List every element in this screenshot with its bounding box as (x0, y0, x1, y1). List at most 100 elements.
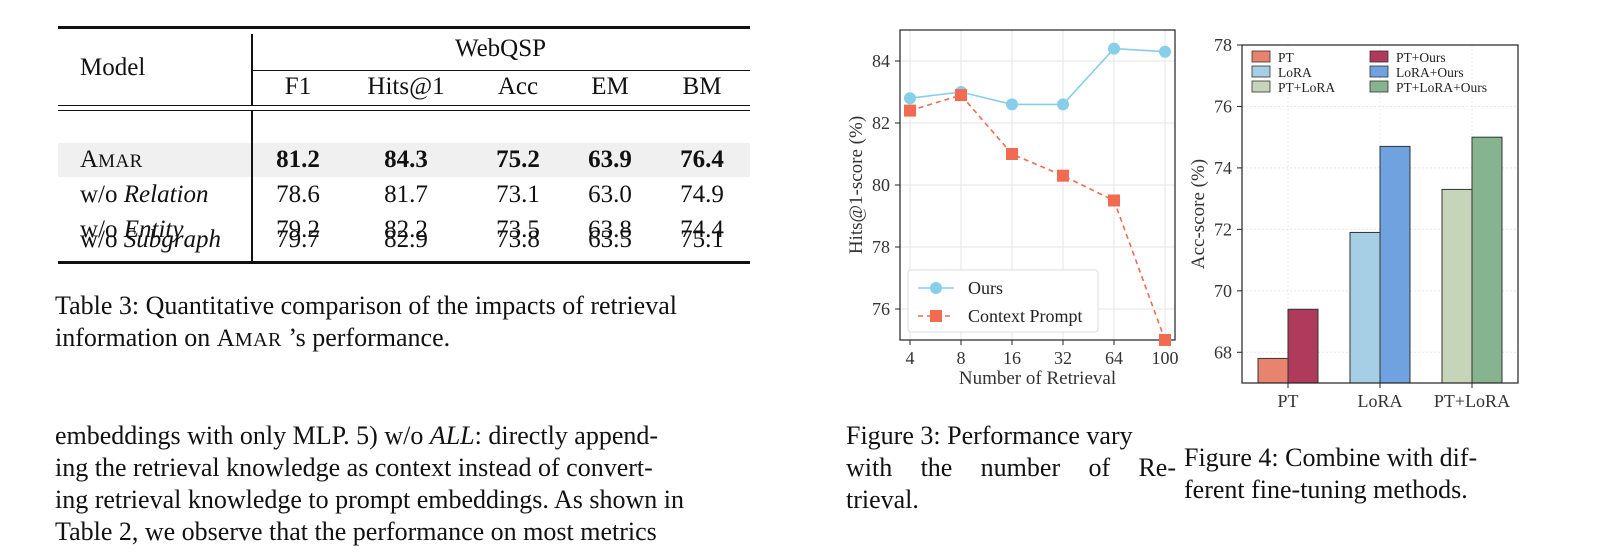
table-group-rule (251, 70, 750, 72)
column-header: Acc (497, 73, 539, 100)
y-tick-label: 80 (872, 175, 890, 195)
table-cell: 76.4 (680, 146, 724, 173)
legend-swatch (1369, 80, 1389, 93)
x-tick-label: 100 (1152, 348, 1179, 368)
table-cell: 75.2 (496, 146, 540, 173)
body-line: ing the retrieval knowledge as context i… (55, 453, 653, 482)
body-line: Table 2, we observe that the performance… (55, 517, 657, 546)
table-header-rule-1 (58, 105, 750, 107)
data-point-square (1006, 148, 1018, 160)
figure4-caption-line: ferent fine-tuning methods. (1184, 475, 1468, 504)
table-cell: 63.9 (588, 146, 632, 173)
column-header: EM (591, 73, 629, 100)
table-cell: 74.9 (680, 181, 724, 208)
table-cell: 82.9 (384, 226, 428, 253)
model-name-plain: w/o (80, 216, 124, 243)
y-tick-label: 78 (872, 237, 890, 257)
data-point-square (955, 89, 967, 102)
data-point-circle (904, 92, 916, 105)
y-tick-label: 82 (872, 113, 890, 133)
legend-label: LoRA+Ours (1396, 65, 1464, 80)
data-point-circle (1057, 98, 1069, 111)
bar (1471, 136, 1503, 384)
table-cell: 82.2 (384, 216, 428, 243)
legend-marker-square (930, 310, 942, 322)
model-name-italic: Relation (123, 181, 209, 208)
body-text: embeddings with only MLP. 5) w/o (55, 421, 430, 450)
x-tick-label: LoRA (1358, 391, 1403, 411)
column-header: F1 (284, 73, 312, 100)
caption-smallcaps-rest: MAR (234, 329, 282, 351)
table-vrule-body (251, 110, 253, 261)
x-tick-label: PT (1277, 391, 1298, 411)
legend-marker-circle (930, 282, 942, 294)
x-tick-label: PT+LoRA (1434, 391, 1510, 411)
figure3-line-chart: 76 78 80 82 84 4 8 16 32 64 100 Number of Retrieval… (846, 29, 1179, 389)
legend-swatch (1369, 50, 1389, 63)
legend-label: PT+LoRA+Ours (1396, 80, 1487, 95)
group-header: WebQSP (454, 35, 547, 62)
x-tick-label: 32 (1054, 348, 1072, 368)
legend-label: Context Prompt (968, 306, 1083, 326)
data-point-square (904, 104, 916, 117)
results-table: Model WebQSP F1 Hits@1 Acc EM BM AMAR 81… (58, 26, 750, 266)
figure3-caption: Figure 3: Performance vary with the numb… (846, 420, 1176, 516)
legend-box (907, 269, 1099, 333)
data-point-circle (1006, 98, 1018, 111)
body-italic: ALL (429, 421, 475, 450)
table-cell: 79.7 (276, 226, 320, 253)
x-tick-label: 8 (957, 348, 966, 368)
table-row-model: w/o Entity (80, 215, 183, 245)
y-tick-label: 68 (1214, 342, 1232, 362)
model-name-italic: Subgraph (123, 226, 221, 253)
table-cell: 74.4 (680, 216, 724, 243)
y-tick-label: 78 (1214, 35, 1232, 55)
table-cell: 78.6 (276, 181, 320, 208)
legend-swatch (1251, 65, 1271, 78)
x-tick-label: 16 (1003, 348, 1021, 368)
legend-label: PT (1278, 50, 1295, 65)
legend-label: Ours (968, 278, 1003, 298)
figure4-caption: Figure 4: Combine with dif- ferent fine-… (1184, 442, 1529, 506)
x-axis-label: Number of Retrieval (959, 368, 1116, 389)
data-point-circle (1159, 45, 1171, 58)
legend-swatch (1251, 50, 1271, 63)
model-name-rest: MAR (98, 151, 143, 172)
figure3-caption-line: with the number of Re- (846, 453, 1176, 482)
legend-label: LoRA (1278, 65, 1312, 80)
bar (1441, 188, 1473, 384)
highlight-row-bg (58, 143, 750, 177)
body-text: : directly append- (474, 421, 659, 450)
x-tick-label: 64 (1105, 348, 1123, 368)
legend-swatch (1251, 80, 1271, 93)
body-line: embeddings with only MLP. 5) w/o ALL: di… (55, 420, 755, 452)
y-axis-label: Hits@1-score (%) (846, 116, 867, 254)
y-tick-label: 84 (872, 51, 890, 71)
table-caption-line: information on AMAR ’s performance. (55, 322, 755, 356)
table-cell: 63.8 (588, 216, 632, 243)
series-line-0 (909, 47, 1166, 106)
caption-text: ’s performance. (281, 323, 451, 352)
caption-text: information on (55, 323, 217, 352)
model-header: Model (80, 54, 146, 81)
y-tick-label: 76 (872, 299, 890, 319)
table-caption-line: Table 3: Quantitative comparison of the … (55, 291, 677, 320)
figure3-caption-line: trieval. (846, 485, 919, 514)
table-cell: 75.1 (680, 226, 724, 253)
table-cell: 73.1 (496, 181, 540, 208)
table-cell: 73.8 (496, 226, 540, 253)
table-row-model: w/o Relation (80, 180, 208, 210)
table-caption: Table 3: Quantitative comparison of the … (55, 290, 755, 356)
table-cell: 73.5 (496, 216, 540, 243)
table-cell: 81.2 (276, 146, 320, 173)
table-cell: 63.0 (588, 181, 632, 208)
table-cell: 63.5 (588, 226, 632, 253)
model-name-first: A (80, 146, 99, 173)
table-cell: 84.3 (384, 146, 428, 173)
bar (1349, 231, 1381, 384)
y-tick-label: 72 (1214, 219, 1232, 239)
table-cell: 79.2 (276, 216, 320, 243)
table-header-rule-2 (58, 110, 750, 112)
table-cell: 81.7 (384, 181, 428, 208)
